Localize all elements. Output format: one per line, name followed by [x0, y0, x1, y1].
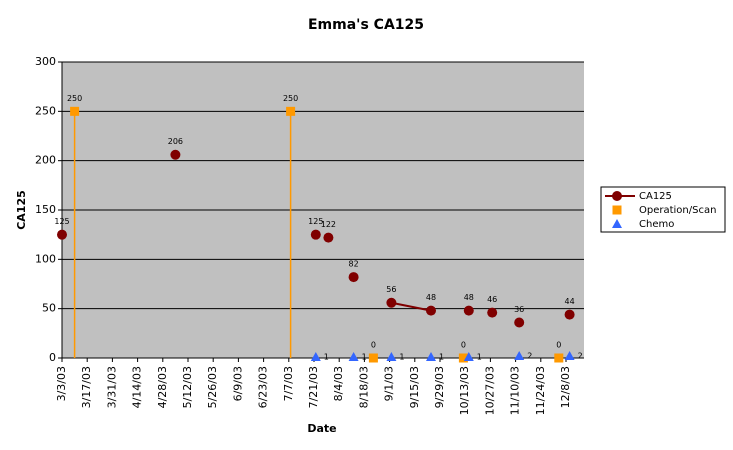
marker — [386, 352, 397, 362]
marker — [310, 352, 321, 362]
x-tick-label: 3/3/03 — [55, 366, 68, 401]
x-tick-label: 11/24/03 — [534, 366, 547, 415]
data-label: 36 — [514, 305, 524, 314]
legend-marker — [612, 191, 622, 201]
x-axis-title: Date — [307, 422, 336, 435]
legend-label: Chemo — [639, 219, 674, 230]
marker — [426, 305, 436, 316]
marker — [564, 351, 575, 361]
data-label: 1 — [362, 353, 367, 362]
x-tick-label: 5/12/03 — [181, 366, 194, 408]
data-label: 1 — [439, 353, 444, 362]
x-tick-label: 7/7/03 — [282, 366, 295, 401]
data-label: 250 — [67, 94, 82, 103]
marker — [386, 297, 397, 308]
data-label: 2 — [578, 352, 583, 361]
marker — [463, 352, 474, 362]
data-label: 56 — [386, 285, 396, 294]
data-label: 1 — [399, 353, 404, 362]
x-tick-label: 8/18/03 — [357, 366, 370, 408]
x-tick-label: 10/27/03 — [483, 366, 496, 415]
x-tick-label: 3/31/03 — [105, 366, 118, 408]
marker — [426, 352, 436, 362]
data-label: 0 — [556, 341, 561, 350]
marker — [170, 149, 181, 160]
y-tick-label: 200 — [35, 154, 56, 167]
y-tick-label: 50 — [42, 302, 56, 315]
legend-label: Operation/Scan — [639, 205, 716, 216]
data-label: 44 — [565, 297, 575, 306]
x-tick-label: 4/14/03 — [131, 366, 144, 408]
legend-marker — [612, 219, 622, 228]
chart-title: Emma's CA125 — [308, 17, 424, 33]
y-tick-label: 300 — [35, 55, 56, 68]
legend-marker — [612, 205, 622, 215]
data-label: 122 — [321, 220, 336, 229]
x-tick-label: 9/29/03 — [433, 366, 446, 408]
y-tick-label: 0 — [49, 351, 56, 364]
y-tick-label: 150 — [35, 203, 56, 216]
x-tick-label: 10/13/03 — [458, 366, 471, 415]
y-axis-title: CA125 — [15, 190, 28, 230]
marker — [57, 229, 67, 240]
data-label: 0 — [461, 341, 466, 350]
x-tick-label: 6/9/03 — [231, 366, 244, 401]
marker — [368, 353, 378, 363]
y-tick-label: 250 — [35, 104, 56, 117]
legend-label: CA125 — [639, 191, 672, 202]
data-label: 1 — [477, 353, 482, 362]
x-tick-label: 3/17/03 — [80, 366, 93, 408]
marker — [323, 232, 334, 243]
marker — [348, 352, 359, 362]
data-label: 250 — [283, 94, 298, 103]
marker — [554, 353, 564, 363]
data-label: 48 — [464, 293, 474, 302]
data-label: 125 — [308, 217, 323, 226]
marker — [286, 106, 296, 116]
x-tick-label: 9/1/03 — [383, 366, 396, 401]
data-label: 206 — [168, 137, 183, 146]
data-label: 0 — [371, 341, 376, 350]
marker — [564, 309, 575, 320]
data-label: 48 — [426, 293, 436, 302]
data-label: 1 — [324, 353, 329, 362]
x-tick-label: 11/10/03 — [509, 366, 522, 415]
x-tick-label: 7/21/03 — [307, 366, 320, 408]
x-tick-label: 8/4/03 — [332, 366, 345, 401]
y-tick-label: 100 — [35, 252, 56, 265]
x-tick-label: 12/8/03 — [559, 366, 572, 408]
data-label: 82 — [349, 260, 359, 269]
marker — [514, 317, 525, 328]
marker — [514, 351, 525, 361]
marker — [70, 106, 80, 116]
x-tick-label: 5/26/03 — [206, 366, 219, 408]
data-label: 2 — [527, 352, 532, 361]
data-label: 125 — [54, 217, 69, 226]
x-tick-label: 9/15/03 — [408, 366, 421, 408]
marker — [463, 305, 474, 316]
data-label: 46 — [487, 295, 497, 304]
x-tick-label: 6/23/03 — [257, 366, 270, 408]
marker — [348, 272, 359, 283]
marker — [310, 229, 321, 240]
x-tick-label: 4/28/03 — [156, 366, 169, 408]
marker — [487, 307, 498, 318]
marker — [458, 353, 468, 363]
